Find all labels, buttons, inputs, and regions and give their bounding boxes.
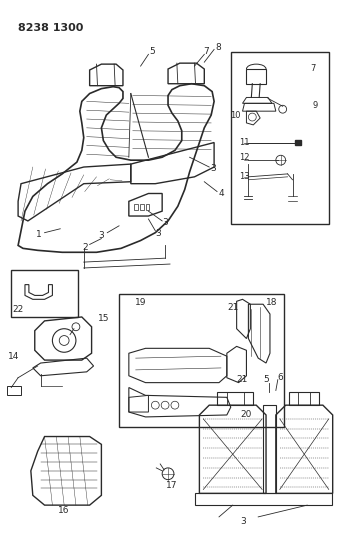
- Bar: [231, 52, 329, 224]
- Text: 3: 3: [241, 518, 246, 526]
- Text: 9: 9: [312, 101, 318, 110]
- Text: 1: 1: [36, 230, 41, 239]
- Text: 7: 7: [310, 63, 316, 72]
- Bar: [295, 140, 301, 146]
- Bar: [134, 204, 138, 210]
- Text: 21: 21: [227, 303, 238, 312]
- Text: 19: 19: [135, 298, 146, 307]
- Text: 2: 2: [82, 243, 88, 252]
- Text: 8238 1300: 8238 1300: [18, 23, 84, 33]
- Text: 14: 14: [7, 352, 19, 361]
- Text: 6: 6: [278, 373, 284, 382]
- Text: 3: 3: [99, 231, 104, 240]
- Text: 17: 17: [166, 481, 178, 490]
- Bar: [119, 294, 284, 427]
- Text: 5: 5: [263, 375, 269, 384]
- Bar: [146, 204, 149, 210]
- Text: 5: 5: [150, 47, 155, 56]
- Text: 13: 13: [240, 172, 250, 181]
- Text: 11: 11: [240, 138, 250, 147]
- Text: 3: 3: [162, 219, 168, 228]
- Text: 7: 7: [203, 47, 209, 56]
- Text: 15: 15: [98, 314, 109, 324]
- Text: 18: 18: [266, 298, 278, 307]
- Bar: [7, 385, 21, 395]
- Bar: [140, 204, 143, 210]
- Text: 3: 3: [210, 165, 216, 173]
- Text: 16: 16: [58, 505, 70, 514]
- Text: 21: 21: [237, 375, 248, 384]
- Text: 22: 22: [13, 305, 24, 313]
- Text: 4: 4: [218, 189, 224, 198]
- Text: 8: 8: [215, 43, 221, 52]
- Text: 3: 3: [155, 229, 161, 238]
- Bar: [11, 270, 78, 317]
- Text: 12: 12: [240, 153, 250, 161]
- Text: 20: 20: [241, 410, 252, 419]
- Text: 10: 10: [231, 110, 241, 119]
